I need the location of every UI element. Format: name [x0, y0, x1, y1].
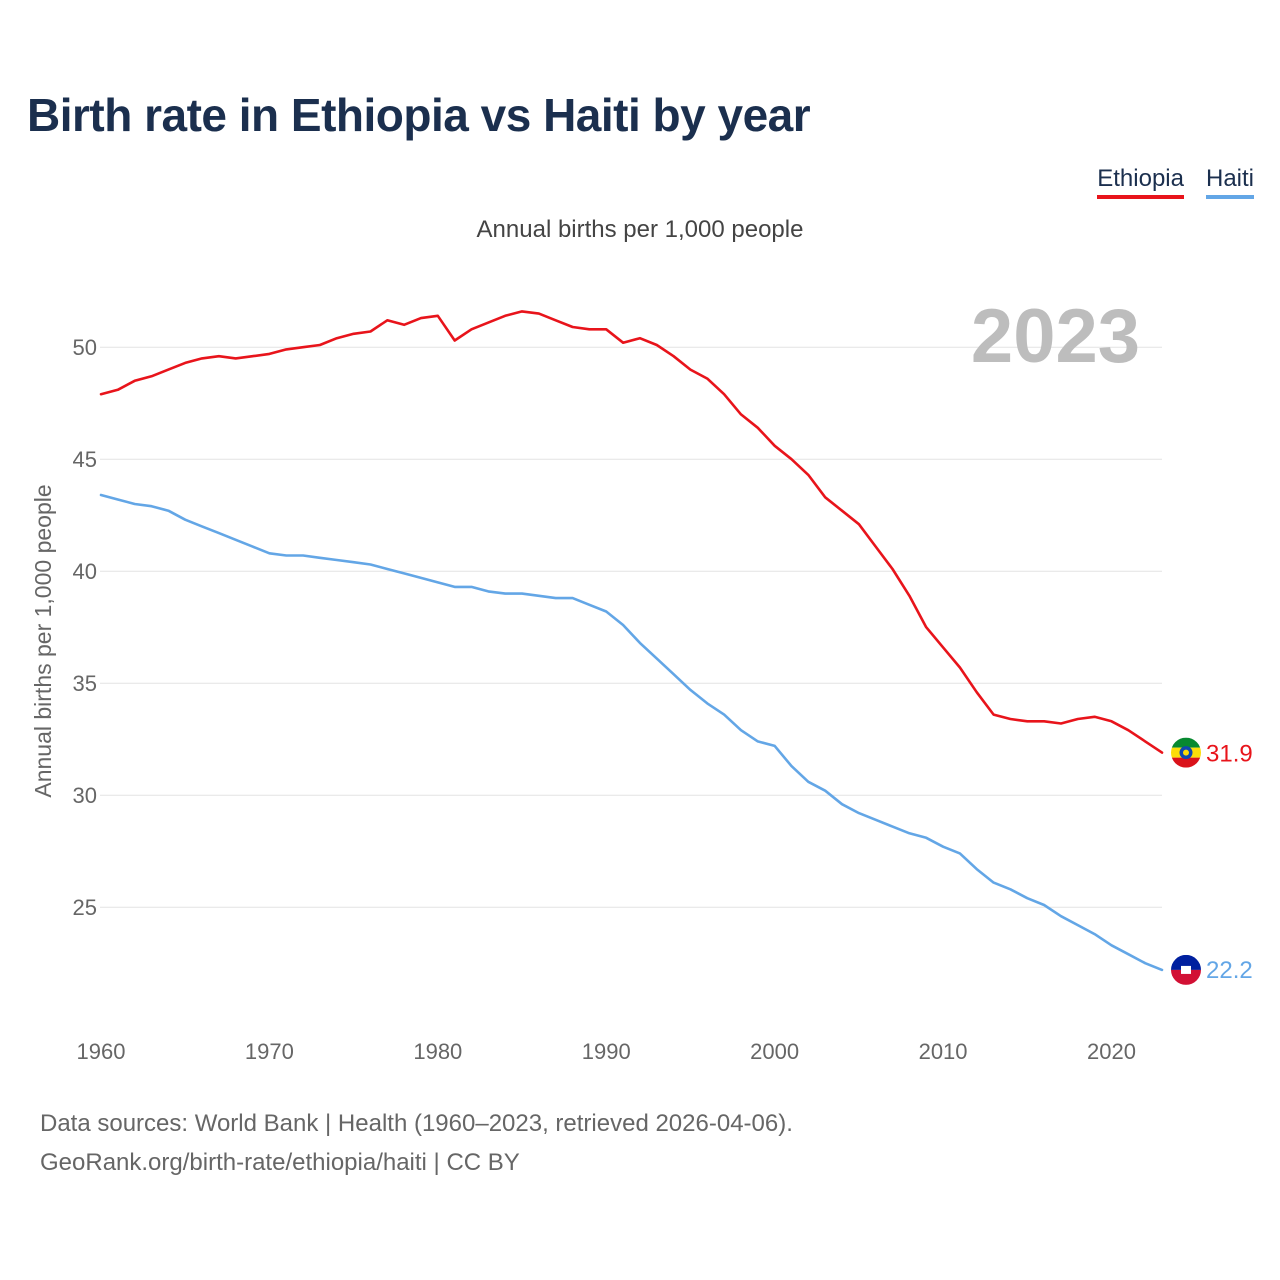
series-line-haiti — [99, 493, 1164, 972]
x-tick-label: 1960 — [77, 1039, 126, 1064]
year-watermark: 2023 — [971, 294, 1140, 379]
y-tick-label: 40 — [73, 559, 97, 584]
haiti-flag-stripe — [1171, 954, 1201, 970]
data-source-note: Data sources: World Bank | Health (1960–… — [40, 1110, 793, 1137]
y-tick-label: 25 — [73, 895, 97, 920]
end-value-label-ethiopia: 31.9 — [1206, 741, 1253, 768]
legend-haiti[interactable]: Haiti — [1205, 166, 1254, 199]
y-tick-label: 35 — [73, 671, 97, 696]
y-tick-label: 45 — [73, 447, 97, 472]
haiti-flag-stripe — [1171, 969, 1201, 985]
x-tick-label: 1990 — [582, 1039, 631, 1064]
y-tick-label: 50 — [73, 335, 97, 360]
chart-subtitle: Annual births per 1,000 people — [476, 216, 804, 243]
x-tick-label: 1970 — [245, 1039, 294, 1064]
ethiopia-flag-star — [1183, 749, 1189, 756]
legend-ethiopia[interactable]: Ethiopia — [1097, 166, 1184, 199]
legend: Ethiopia Haiti — [1097, 166, 1254, 199]
source-url: GeoRank.org/birth-rate/ethiopia/haiti | … — [40, 1149, 520, 1176]
footer: Data sources: World Bank | Health (1960–… — [40, 1104, 793, 1182]
series-line-ethiopia — [99, 310, 1164, 754]
haiti-flag-emblem — [1181, 965, 1191, 974]
y-tick-label: 30 — [73, 783, 97, 808]
ethiopia-flag-stripe — [1171, 757, 1201, 768]
x-tick-label: 2000 — [750, 1039, 799, 1064]
ethiopia-flag-stripe — [1171, 737, 1201, 748]
x-tick-label: 2020 — [1087, 1039, 1136, 1064]
x-tick-label: 1980 — [413, 1039, 462, 1064]
end-value-label-haiti: 22.2 — [1206, 957, 1253, 984]
x-tick-label: 2010 — [919, 1039, 968, 1064]
y-axis-title: Annual births per 1,000 people — [30, 484, 56, 797]
haiti-flag-icon — [1171, 954, 1201, 985]
chart-title: Birth rate in Ethiopia vs Haiti by year — [27, 89, 811, 141]
